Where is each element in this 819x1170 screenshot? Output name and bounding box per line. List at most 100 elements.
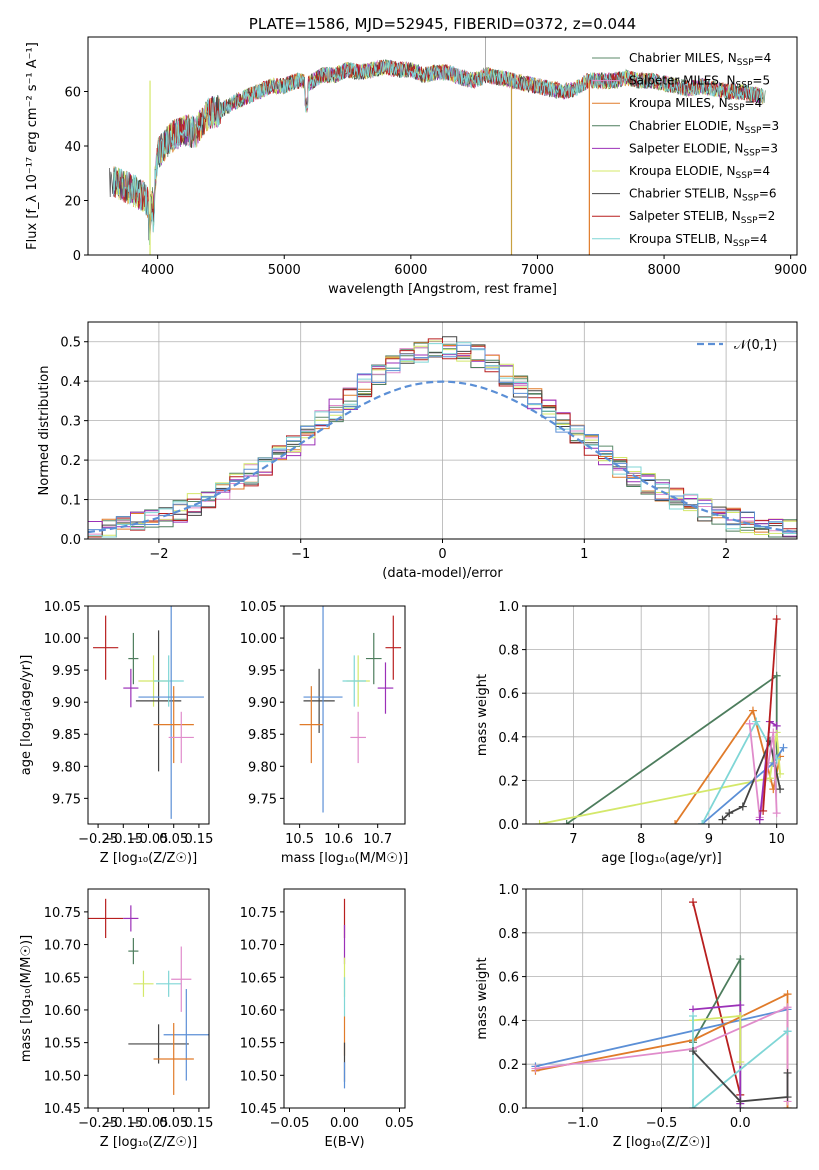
axes-frame: [525, 605, 798, 825]
weight-marker: [783, 1068, 792, 1077]
x-tick-label: 0.15: [184, 832, 213, 847]
x-tick-label: 4000: [141, 263, 174, 278]
error-bar-point: [385, 615, 402, 680]
legend-label-subscript: SSP: [728, 103, 745, 113]
weight-marker: [783, 1027, 792, 1036]
y-axis-label: mass weight: [475, 674, 490, 756]
weight-marker: [783, 1003, 792, 1012]
y-tick-label: 9.75: [52, 792, 81, 807]
weight-marker: [736, 1001, 745, 1010]
x-tick-label: −0.25: [78, 1116, 118, 1131]
weight-marker: [725, 809, 734, 818]
legend-label-value: =4: [745, 96, 763, 110]
legend-label: Kroupa MILES, NSSP=4: [629, 96, 762, 113]
y-tick-label: 0.5: [60, 336, 81, 351]
legend-label-subscript: SSP: [741, 216, 758, 226]
error-bar-point: [123, 668, 139, 708]
weight-marker: [755, 815, 764, 824]
weight-marker: [689, 1047, 698, 1056]
weight-marker: [689, 1104, 698, 1108]
chart-weight-vs-z: −1.0 −0.5 0.0 0.0 0.2 0.4 0.6 0.8 1.0 Z [log₁₀(Z/…: [475, 883, 798, 1150]
legend-label: Salpeter MILES, NSSP=5: [629, 74, 770, 91]
legend-label-value: =4: [754, 51, 772, 65]
x-tick-label: 0.15: [184, 1116, 213, 1131]
x-tick-label: 0.00: [330, 1116, 359, 1131]
x-tick-label: −0.05: [270, 1116, 310, 1131]
legend-label-value: =4: [750, 232, 768, 246]
x-tick-label: 0: [438, 547, 446, 562]
weight-marker: [772, 615, 781, 624]
residual-histogram: [88, 338, 797, 538]
y-tick-label: 10.60: [240, 1004, 277, 1019]
chart-spectrum: 4000 5000 6000 7000 8000 9000 0 20 40 60 wavelengt…: [25, 15, 807, 297]
y-tick-label: 10.60: [44, 1004, 81, 1019]
weight-marker: [689, 1012, 698, 1021]
x-tick-label: 0.05: [159, 1116, 188, 1131]
legend-label-subscript: SSP: [743, 148, 760, 158]
y-tick-label: 9.75: [248, 792, 277, 807]
x-tick-label: 10.6: [324, 832, 353, 847]
plot-area: [93, 606, 204, 819]
weight-line: [692, 901, 742, 1096]
y-tick-label: 0: [73, 249, 81, 264]
error-bar-point: [377, 662, 394, 714]
x-axis-label: mass [log₁₀(M/M☉)]: [281, 851, 408, 866]
legend-label-subscript: SSP: [736, 81, 753, 91]
y-tick-label: 10.00: [240, 632, 277, 647]
normal-reference-curve: [88, 380, 797, 534]
y-tick-label: 0.2: [498, 774, 519, 789]
x-tick-label: 7: [569, 832, 577, 847]
y-tick-label: 60: [64, 86, 81, 101]
y-tick-label: 10.70: [44, 939, 81, 954]
weight-line: [701, 747, 785, 824]
error-bar-point: [171, 946, 192, 1012]
y-tick-label: 20: [64, 195, 81, 210]
legend-label-prefix: Kroupa MILES, N: [629, 96, 728, 110]
y-tick-label: 0.4: [498, 1014, 519, 1029]
weight-line: [692, 955, 742, 1108]
y-tick-label: 10.55: [240, 1037, 277, 1052]
legend-label: Chabrier MILES, NSSP=4: [629, 51, 771, 68]
legend-label-prefix: Chabrier STELIB, N: [629, 187, 742, 201]
error-bar-point: [153, 655, 184, 707]
weight-marker: [769, 728, 778, 737]
y-tick-label: 0.2: [60, 454, 81, 469]
error-bar-point: [350, 711, 366, 764]
y-tick-label: 0.0: [498, 818, 519, 833]
weight-line: [692, 1016, 789, 1108]
weight-marker: [736, 1012, 745, 1021]
legend-label: Kroupa STELIB, NSSP=4: [629, 232, 767, 249]
weight-marker: [783, 990, 792, 999]
legend-label-prefix: Salpeter ELODIE, N: [629, 141, 743, 155]
legend-label-subscript: SSP: [745, 126, 762, 136]
weight-marker: [748, 706, 757, 715]
legend-label-prefix: Salpeter MILES, N: [629, 74, 736, 88]
legend-label-subscript: SSP: [736, 171, 753, 181]
error-bar-point: [342, 655, 366, 707]
y-axis-label: mass weight: [475, 957, 490, 1039]
y-tick-label: 9.90: [52, 696, 81, 711]
x-tick-label: −0.25: [78, 832, 118, 847]
x-tick-label: 0.0: [730, 1116, 751, 1131]
y-tick-label: 0.4: [498, 731, 519, 746]
x-axis-label: (data-model)/error: [382, 566, 503, 581]
legend-label: Salpeter STELIB, NSSP=2: [629, 209, 775, 226]
weight-marker: [689, 898, 698, 907]
x-tick-label: 7000: [521, 263, 554, 278]
legend-label-value: =4: [752, 164, 770, 178]
x-tick-label: −1.0: [567, 1116, 599, 1131]
weight-marker: [776, 785, 785, 794]
weight-marker: [745, 719, 754, 728]
y-tick-label: 1.0: [498, 883, 519, 898]
chart-age-vs-mass: 10.5 10.6 10.7 9.75 9.80 9.85 9.90 9.95 10.00 10.…: [240, 600, 408, 866]
y-axis-label: Normed distribution: [37, 366, 52, 496]
y-tick-label: 10.70: [240, 939, 277, 954]
x-tick-label: 2: [722, 547, 730, 562]
y-tick-label: 0.0: [498, 1102, 519, 1117]
x-tick-label: −2: [149, 547, 168, 562]
weight-marker: [736, 955, 745, 964]
y-tick-label: 10.75: [44, 906, 81, 921]
y-axis-label: Flux [f_λ 10⁻¹⁷ erg cm⁻² s⁻¹ A⁻¹]: [25, 42, 40, 250]
y-tick-label: 10.55: [44, 1037, 81, 1052]
